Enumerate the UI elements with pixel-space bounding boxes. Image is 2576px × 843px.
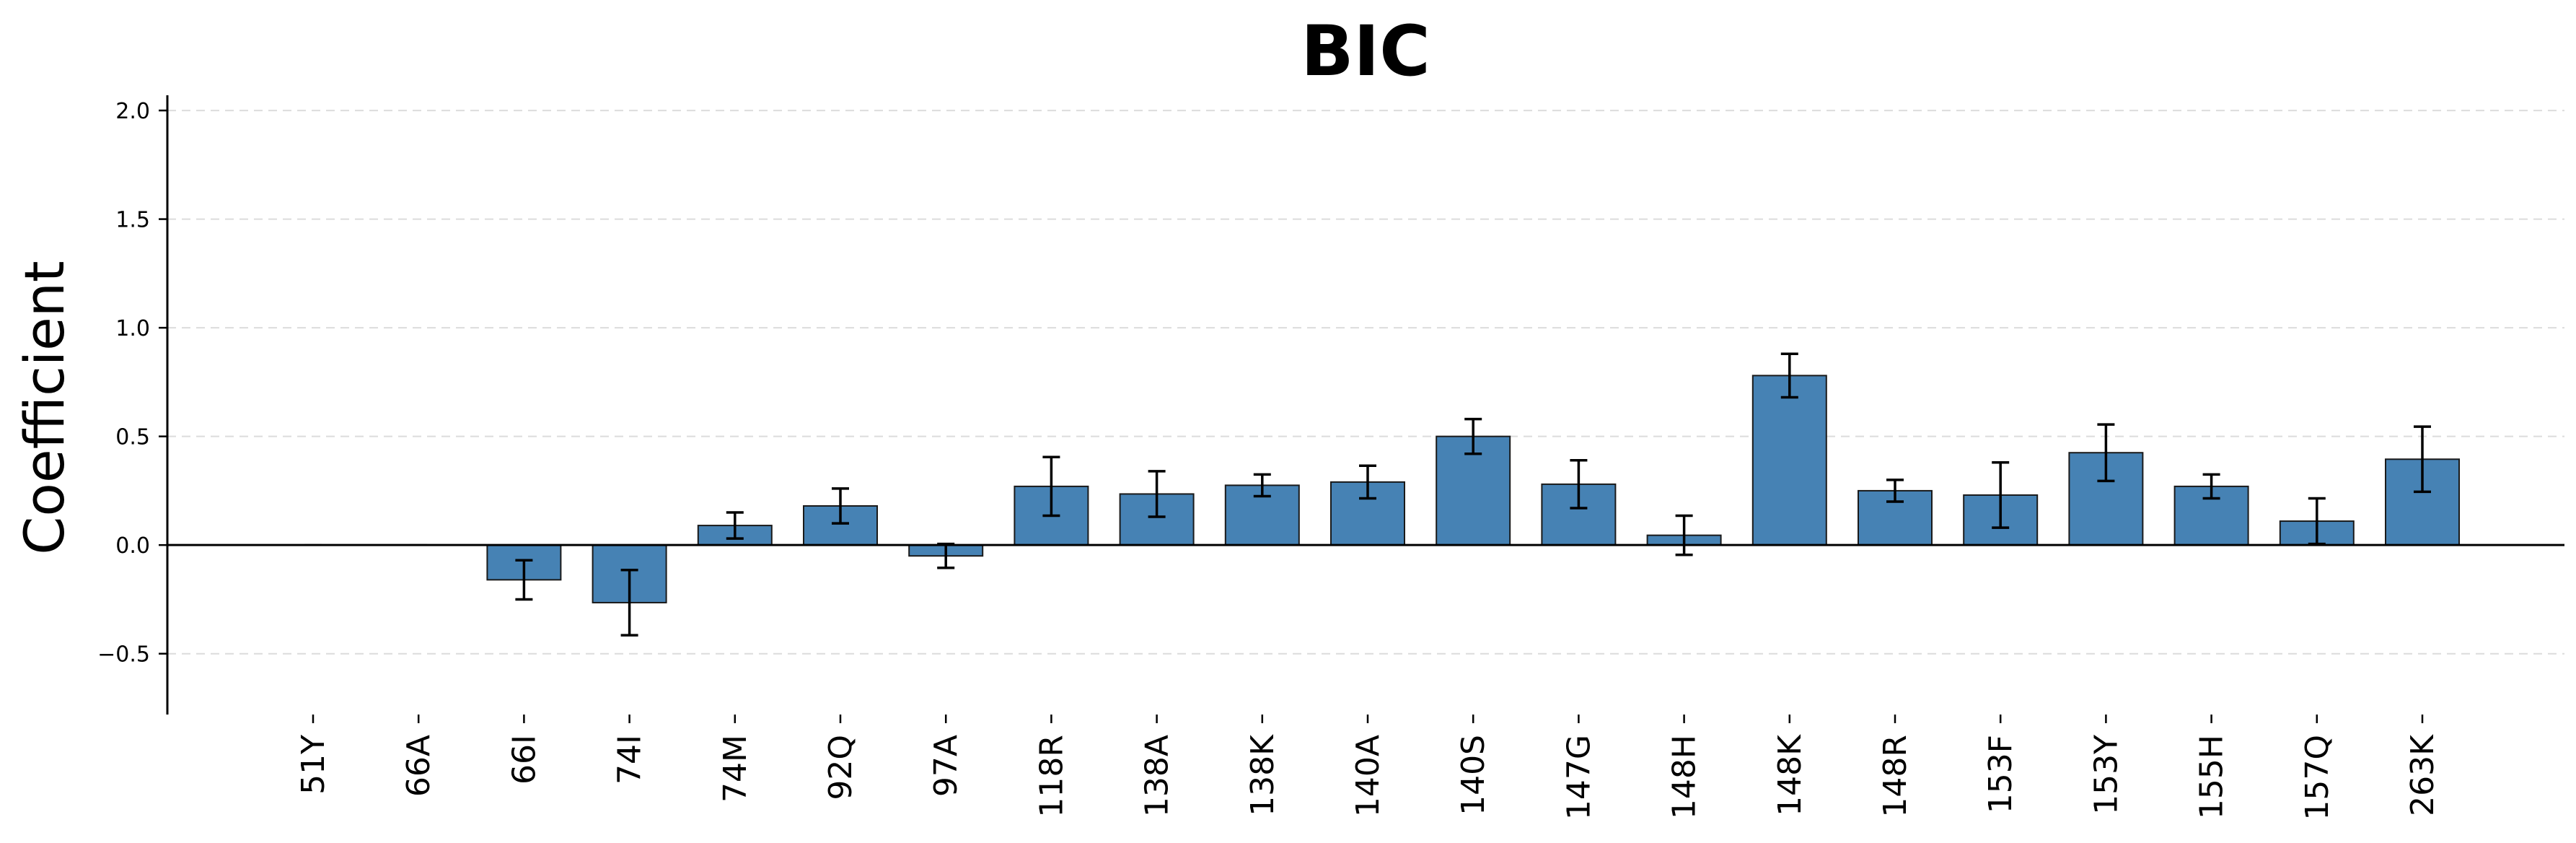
x-tick-label: 97A bbox=[928, 735, 964, 797]
x-tick-label: 147G bbox=[1560, 735, 1597, 820]
y-tick-label: 1.5 bbox=[115, 208, 150, 233]
x-tick-label: 148K bbox=[1772, 734, 1808, 816]
x-tick-label: 118R bbox=[1033, 735, 1070, 818]
x-ticks: 51Y 66A 66I 74I 74M 92Q 97A 118R 138A 138K 140A 140… bbox=[295, 715, 2441, 821]
x-tick-label: 51Y bbox=[295, 735, 332, 795]
error-bars bbox=[515, 352, 2431, 637]
bars bbox=[304, 375, 2460, 603]
y-axis-label: Coefficient bbox=[12, 261, 76, 554]
x-tick-label: 138A bbox=[1139, 735, 1176, 817]
x-tick-label: 148R bbox=[1877, 735, 1914, 818]
axes bbox=[166, 95, 2564, 715]
x-tick-label: 263K bbox=[2404, 734, 2441, 816]
x-tick-label: 92Q bbox=[822, 735, 859, 800]
x-tick-label: 66A bbox=[400, 735, 437, 797]
x-tick-label: 66I bbox=[506, 735, 542, 785]
bar bbox=[1751, 375, 1827, 546]
y-ticks: −0.5 0.0 0.5 1.0 1.5 2.0 bbox=[97, 99, 167, 668]
y-tick-label: 0.5 bbox=[115, 425, 150, 450]
x-tick-label: 140A bbox=[1350, 735, 1386, 817]
x-tick-label: 153F bbox=[1982, 735, 2019, 813]
x-tick-label: 74I bbox=[612, 735, 649, 785]
chart-title: BIC bbox=[1301, 11, 1430, 92]
x-tick-label: 148H bbox=[1666, 735, 1703, 819]
x-tick-label: 153Y bbox=[2088, 735, 2124, 815]
x-tick-label: 138K bbox=[1244, 734, 1281, 816]
y-tick-label: 0.0 bbox=[115, 533, 150, 559]
x-tick-label: 74M bbox=[717, 735, 754, 803]
y-tick-label: −0.5 bbox=[97, 642, 150, 668]
grid-lines bbox=[167, 110, 2564, 655]
x-tick-label: 155H bbox=[2194, 735, 2230, 819]
x-tick-label: 157Q bbox=[2299, 735, 2336, 821]
y-tick-label: 1.0 bbox=[115, 316, 150, 341]
y-tick-label: 2.0 bbox=[115, 99, 150, 124]
x-tick-label: 140S bbox=[1455, 735, 1492, 816]
